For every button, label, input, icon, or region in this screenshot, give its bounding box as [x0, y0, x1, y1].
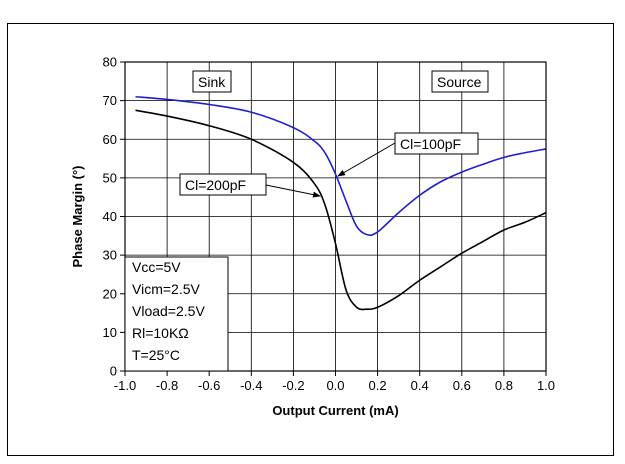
- x-tick-label: 0.6: [453, 378, 471, 393]
- x-tick-label: -0.2: [282, 378, 304, 393]
- x-tick-label: -1.0: [114, 378, 136, 393]
- condition-rl: Rl=10KΩ: [132, 325, 189, 341]
- y-tick-label: 50: [103, 170, 117, 185]
- series-line-cl-200pf: [135, 109, 547, 311]
- series-lines: [135, 95, 547, 311]
- y-tick-label: 40: [103, 209, 117, 224]
- sink-box: [192, 70, 232, 93]
- y-tick-label: 30: [103, 248, 117, 263]
- y-tick-label: 0: [110, 364, 117, 379]
- axis-ticks: -1.0 -0.8 -0.6 -0.4 -0.2 0.0 0.2 0.4 0.6 0.8 1.0 0 1…: [103, 55, 556, 394]
- x-tick-label: 1.0: [537, 378, 555, 393]
- source-label: Source: [437, 74, 482, 90]
- source-box: [431, 70, 489, 93]
- cl100-label: Cl=100pF: [400, 136, 461, 152]
- y-tick-label: 10: [103, 325, 117, 340]
- x-tick-label: -0.6: [198, 378, 220, 393]
- x-tick-label: 0.2: [369, 378, 387, 393]
- condition-vload: Vload=2.5V: [132, 303, 205, 319]
- sink-label: Sink: [198, 74, 226, 90]
- x-tick-label: 0.8: [495, 378, 513, 393]
- condition-temp: T=25°C: [132, 347, 180, 363]
- cl200-label-box: [179, 173, 267, 196]
- cl200-label: Cl=200pF: [185, 177, 246, 193]
- cl100-arrow: [337, 142, 396, 177]
- grid: [125, 62, 546, 371]
- y-tick-label: 70: [103, 93, 117, 108]
- x-tick-label: -0.4: [240, 378, 262, 393]
- x-axis-title: Output Current (mA): [272, 403, 398, 418]
- y-tick-label: 60: [103, 132, 117, 147]
- figure-top-border: [7, 23, 614, 24]
- y-axis-title: Phase Margin (°): [70, 166, 85, 268]
- y-tick-label: 20: [103, 286, 117, 301]
- x-tick-label: -0.8: [156, 378, 178, 393]
- condition-vcc: Vcc=5V: [132, 259, 181, 275]
- x-tick-label: 0.0: [326, 378, 344, 393]
- condition-vicm: Vicm=2.5V: [132, 281, 200, 297]
- series-line-cl-100pf: [135, 95, 547, 236]
- figure-frame: [7, 23, 614, 456]
- conditions-box: [124, 256, 229, 372]
- cl200-arrow: [265, 184, 321, 198]
- y-tick-label: 80: [103, 55, 117, 70]
- x-tick-label: 0.4: [411, 378, 429, 393]
